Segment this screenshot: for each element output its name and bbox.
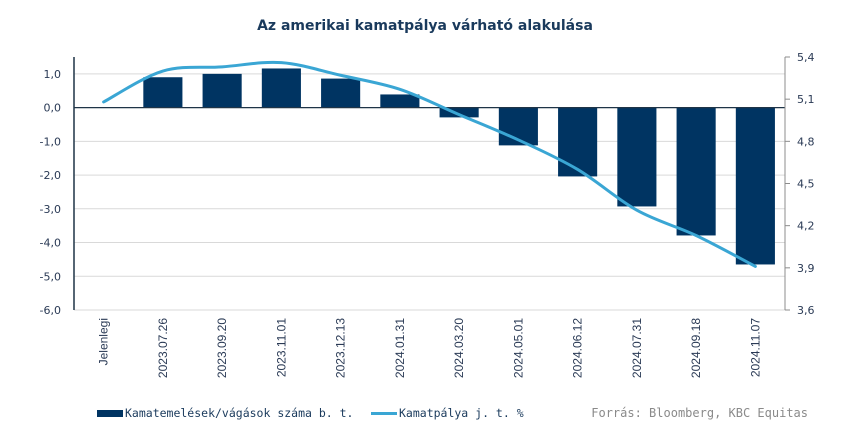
x-axis-tick-label: 2024.09.18 <box>689 318 703 378</box>
source-note: Forrás: Bloomberg, KBC Equitas <box>591 406 808 420</box>
bar <box>439 107 479 118</box>
legend-line-swatch <box>371 411 397 415</box>
x-axis-tick-label: 2023.11.01 <box>274 318 288 377</box>
x-axis-tick-label: 2024.07.31 <box>630 318 644 378</box>
rate-path-line <box>102 60 757 268</box>
left-axis-tick-label: -2,0 <box>40 169 61 182</box>
bar <box>321 78 361 108</box>
left-axis-tick-label: -5,0 <box>40 270 61 283</box>
left-axis-tick-label: -1,0 <box>40 135 61 148</box>
bar <box>380 94 420 108</box>
right-axis-tick-label: 4,2 <box>797 220 815 233</box>
x-axis-tick-label: 2024.06.12 <box>571 318 585 378</box>
bar <box>676 107 716 236</box>
x-axis-tick-label: 2024.03.20 <box>452 318 466 378</box>
x-axis-tick-label: 2023.09.20 <box>215 318 229 378</box>
right-axis-tick-label: 4,8 <box>797 135 815 148</box>
chart-title: Az amerikai kamatpálya várható alakulása <box>257 18 593 34</box>
left-axis-tick-label: -3,0 <box>40 203 61 216</box>
right-axis-tick-label: 3,6 <box>797 304 815 317</box>
left-axis-tick-label: 1,0 <box>44 68 62 81</box>
right-axis-tick-label: 5,1 <box>797 93 815 106</box>
legend-item-line: Kamatpálya j. t. % <box>371 406 524 420</box>
legend-bar-label: Kamatemelések/vágások száma b. t. <box>125 406 354 420</box>
bar <box>617 107 657 207</box>
x-axis-tick-label: 2024.05.01 <box>511 318 525 378</box>
x-axis-tick-label: 2024.11.07 <box>748 318 762 377</box>
right-axis-tick-label: 3,9 <box>797 262 815 275</box>
left-axis-tick-label: -6,0 <box>40 304 61 317</box>
x-axis-tick-label: 2023.12.13 <box>334 318 348 378</box>
bar <box>143 77 183 108</box>
bar <box>735 107 775 265</box>
bar <box>261 68 301 108</box>
legend-item-bars: Kamatemelések/vágások száma b. t. <box>97 406 353 420</box>
right-axis-tick-label: 4,5 <box>797 178 815 191</box>
legend-line-label: Kamatpálya j. t. % <box>399 406 524 420</box>
left-axis-tick-label: -4,0 <box>40 237 61 250</box>
bar <box>202 73 242 108</box>
x-axis-tick-label: Jelenlegi <box>97 318 111 365</box>
left-axis-tick-label: 0,0 <box>44 102 62 115</box>
x-axis-tick-label: 2024.01.31 <box>393 318 407 378</box>
legend-bar-swatch <box>97 409 123 417</box>
right-axis-tick-label: 5,4 <box>797 51 815 64</box>
bar <box>558 107 598 177</box>
x-axis-tick-label: 2023.07.26 <box>156 318 170 378</box>
